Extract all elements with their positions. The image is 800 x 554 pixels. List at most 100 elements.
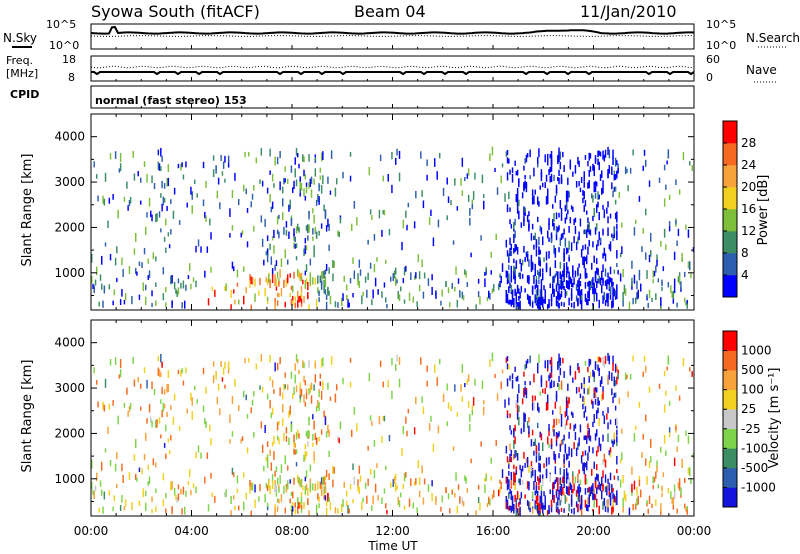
- velocity-cell: [123, 506, 126, 511]
- velocity-cell: [220, 361, 222, 367]
- velocity-cell: [510, 456, 513, 463]
- power-cell: [287, 274, 289, 284]
- power-cell: [678, 272, 681, 277]
- power-cell: [608, 276, 611, 285]
- velocity-cell: [557, 477, 559, 486]
- power-cell: [177, 287, 180, 295]
- velocity-cell: [623, 490, 626, 500]
- power-cell: [156, 213, 158, 222]
- power-cell: [383, 282, 386, 288]
- velocity-cell: [171, 506, 173, 515]
- velocity-cell: [261, 386, 264, 393]
- power-cell: [483, 194, 485, 199]
- colorbar-segment: [723, 409, 737, 430]
- power-cell: [315, 298, 318, 308]
- velocity-cell: [559, 357, 562, 366]
- power-cell: [324, 281, 327, 288]
- velocity-cell: [538, 407, 540, 413]
- velocity-cell: [290, 423, 293, 431]
- velocity-cell: [133, 454, 136, 461]
- power-cell: [371, 299, 373, 306]
- power-cell: [510, 265, 513, 275]
- power-cell: [308, 304, 310, 310]
- velocity-cell: [524, 364, 526, 370]
- power-cell: [299, 181, 301, 189]
- velocity-cell: [398, 378, 401, 388]
- date-title: 11/Jan/2010: [580, 2, 677, 21]
- velocity-cell: [609, 497, 612, 506]
- power-cell: [116, 246, 118, 254]
- velocity-cell: [385, 465, 387, 470]
- power-cell: [560, 208, 563, 214]
- power-cell: [357, 279, 359, 286]
- freq-left-tick-high: 18: [62, 53, 76, 66]
- power-cell: [496, 187, 499, 195]
- power-cell: [138, 294, 141, 300]
- power-cell: [400, 286, 402, 292]
- power-cell: [483, 200, 485, 210]
- velocity-cell: [616, 469, 618, 474]
- power-cell: [269, 148, 271, 157]
- power-cell: [554, 273, 557, 278]
- velocity-cell: [126, 387, 128, 395]
- power-cell: [594, 227, 597, 235]
- power-cell: [329, 295, 332, 305]
- velocity-cell: [491, 494, 494, 500]
- velocity-cell: [461, 363, 464, 373]
- power-cell: [550, 166, 553, 172]
- power-cell: [584, 244, 587, 250]
- velocity-cell: [518, 385, 520, 390]
- power-cell: [617, 163, 619, 171]
- power-cell: [171, 300, 173, 309]
- power-cell: [642, 165, 644, 171]
- power-ylabel: Slant Range [km]: [20, 154, 35, 267]
- velocity-cell: [514, 436, 516, 444]
- power-cell: [402, 219, 405, 229]
- power-cell: [558, 153, 560, 163]
- power-cell: [284, 166, 286, 172]
- velocity-cell: [577, 442, 579, 450]
- velocity-cell: [516, 490, 519, 500]
- velocity-cell: [609, 483, 612, 489]
- power-cell: [509, 219, 511, 225]
- power-cell: [593, 255, 595, 263]
- velocity-cell: [323, 476, 325, 485]
- velocity-cell: [543, 505, 545, 510]
- velocity-cell: [312, 442, 314, 447]
- power-cell: [534, 189, 536, 195]
- power-cell: [592, 305, 594, 310]
- velocity-cell: [526, 359, 529, 364]
- power-cell: [317, 194, 319, 202]
- velocity-cell: [606, 486, 608, 496]
- velocity-cell: [216, 396, 219, 405]
- velocity-cell: [268, 480, 270, 489]
- velocity-cell: [663, 434, 666, 444]
- power-cell: [538, 296, 540, 305]
- power-cell: [568, 280, 570, 289]
- power-cell: [593, 181, 595, 187]
- power-cell: [611, 233, 613, 238]
- power-cell: [671, 291, 673, 298]
- velocity-cell: [509, 425, 511, 431]
- power-cell: [249, 280, 251, 288]
- power-cell: [254, 278, 256, 287]
- power-cell: [166, 205, 168, 211]
- velocity-cell: [361, 501, 363, 511]
- velocity-cell: [528, 417, 530, 423]
- velocity-cell: [560, 439, 563, 447]
- velocity-cell: [266, 484, 269, 492]
- velocity-cell: [642, 371, 644, 377]
- velocity-cell: [160, 353, 162, 363]
- velocity-cell: [314, 374, 317, 383]
- velocity-cell: [535, 504, 538, 511]
- power-cell: [531, 196, 534, 205]
- power-cell: [604, 300, 607, 306]
- velocity-cell: [254, 484, 256, 493]
- power-cell: [117, 209, 119, 219]
- power-cell: [673, 251, 676, 261]
- power-cell: [467, 194, 470, 202]
- power-cell: [317, 287, 319, 294]
- power-cell: [511, 290, 514, 297]
- power-cell: [234, 172, 236, 181]
- power-cell: [559, 237, 562, 246]
